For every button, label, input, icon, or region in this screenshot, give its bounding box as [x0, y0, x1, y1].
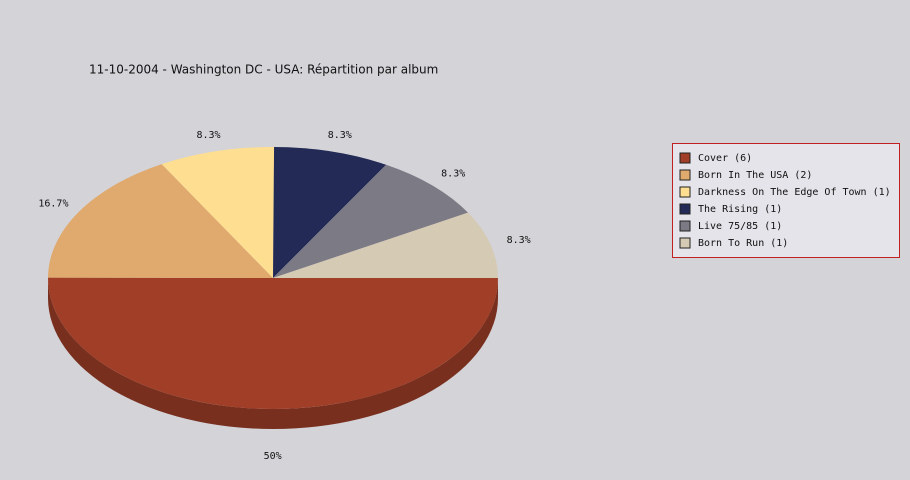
legend-label: Darkness On The Edge Of Town (1) — [698, 187, 891, 198]
legend-label: Live 75/85 (1) — [698, 221, 782, 232]
legend-label: Born In The USA (2) — [698, 170, 812, 181]
data-label: 50% — [264, 451, 282, 462]
data-label: 8.3% — [197, 130, 221, 141]
legend-swatch — [679, 186, 691, 198]
pie-slice — [161, 147, 275, 278]
legend-swatch — [679, 152, 691, 164]
pie-slice — [273, 212, 498, 278]
pie-slice — [48, 164, 273, 278]
legend-swatch — [679, 203, 691, 215]
legend-swatch — [679, 220, 691, 232]
data-label: 8.3% — [441, 169, 465, 180]
legend-swatch — [679, 169, 691, 181]
chart-title: 11-10-2004 - Washington DC - USA: Répart… — [89, 63, 438, 77]
pie-slice — [273, 164, 469, 278]
pie-slice — [48, 277, 499, 410]
data-label: 8.3% — [507, 235, 531, 246]
legend-swatch — [679, 237, 691, 249]
legend-label: Born To Run (1) — [698, 238, 788, 249]
legend-label: Cover (6) — [698, 153, 752, 164]
legend-label: The Rising (1) — [698, 204, 782, 215]
data-label: 8.3% — [328, 130, 352, 141]
data-label: 16.7% — [38, 198, 68, 209]
legend-box — [672, 143, 900, 258]
pie-slice — [273, 147, 387, 278]
